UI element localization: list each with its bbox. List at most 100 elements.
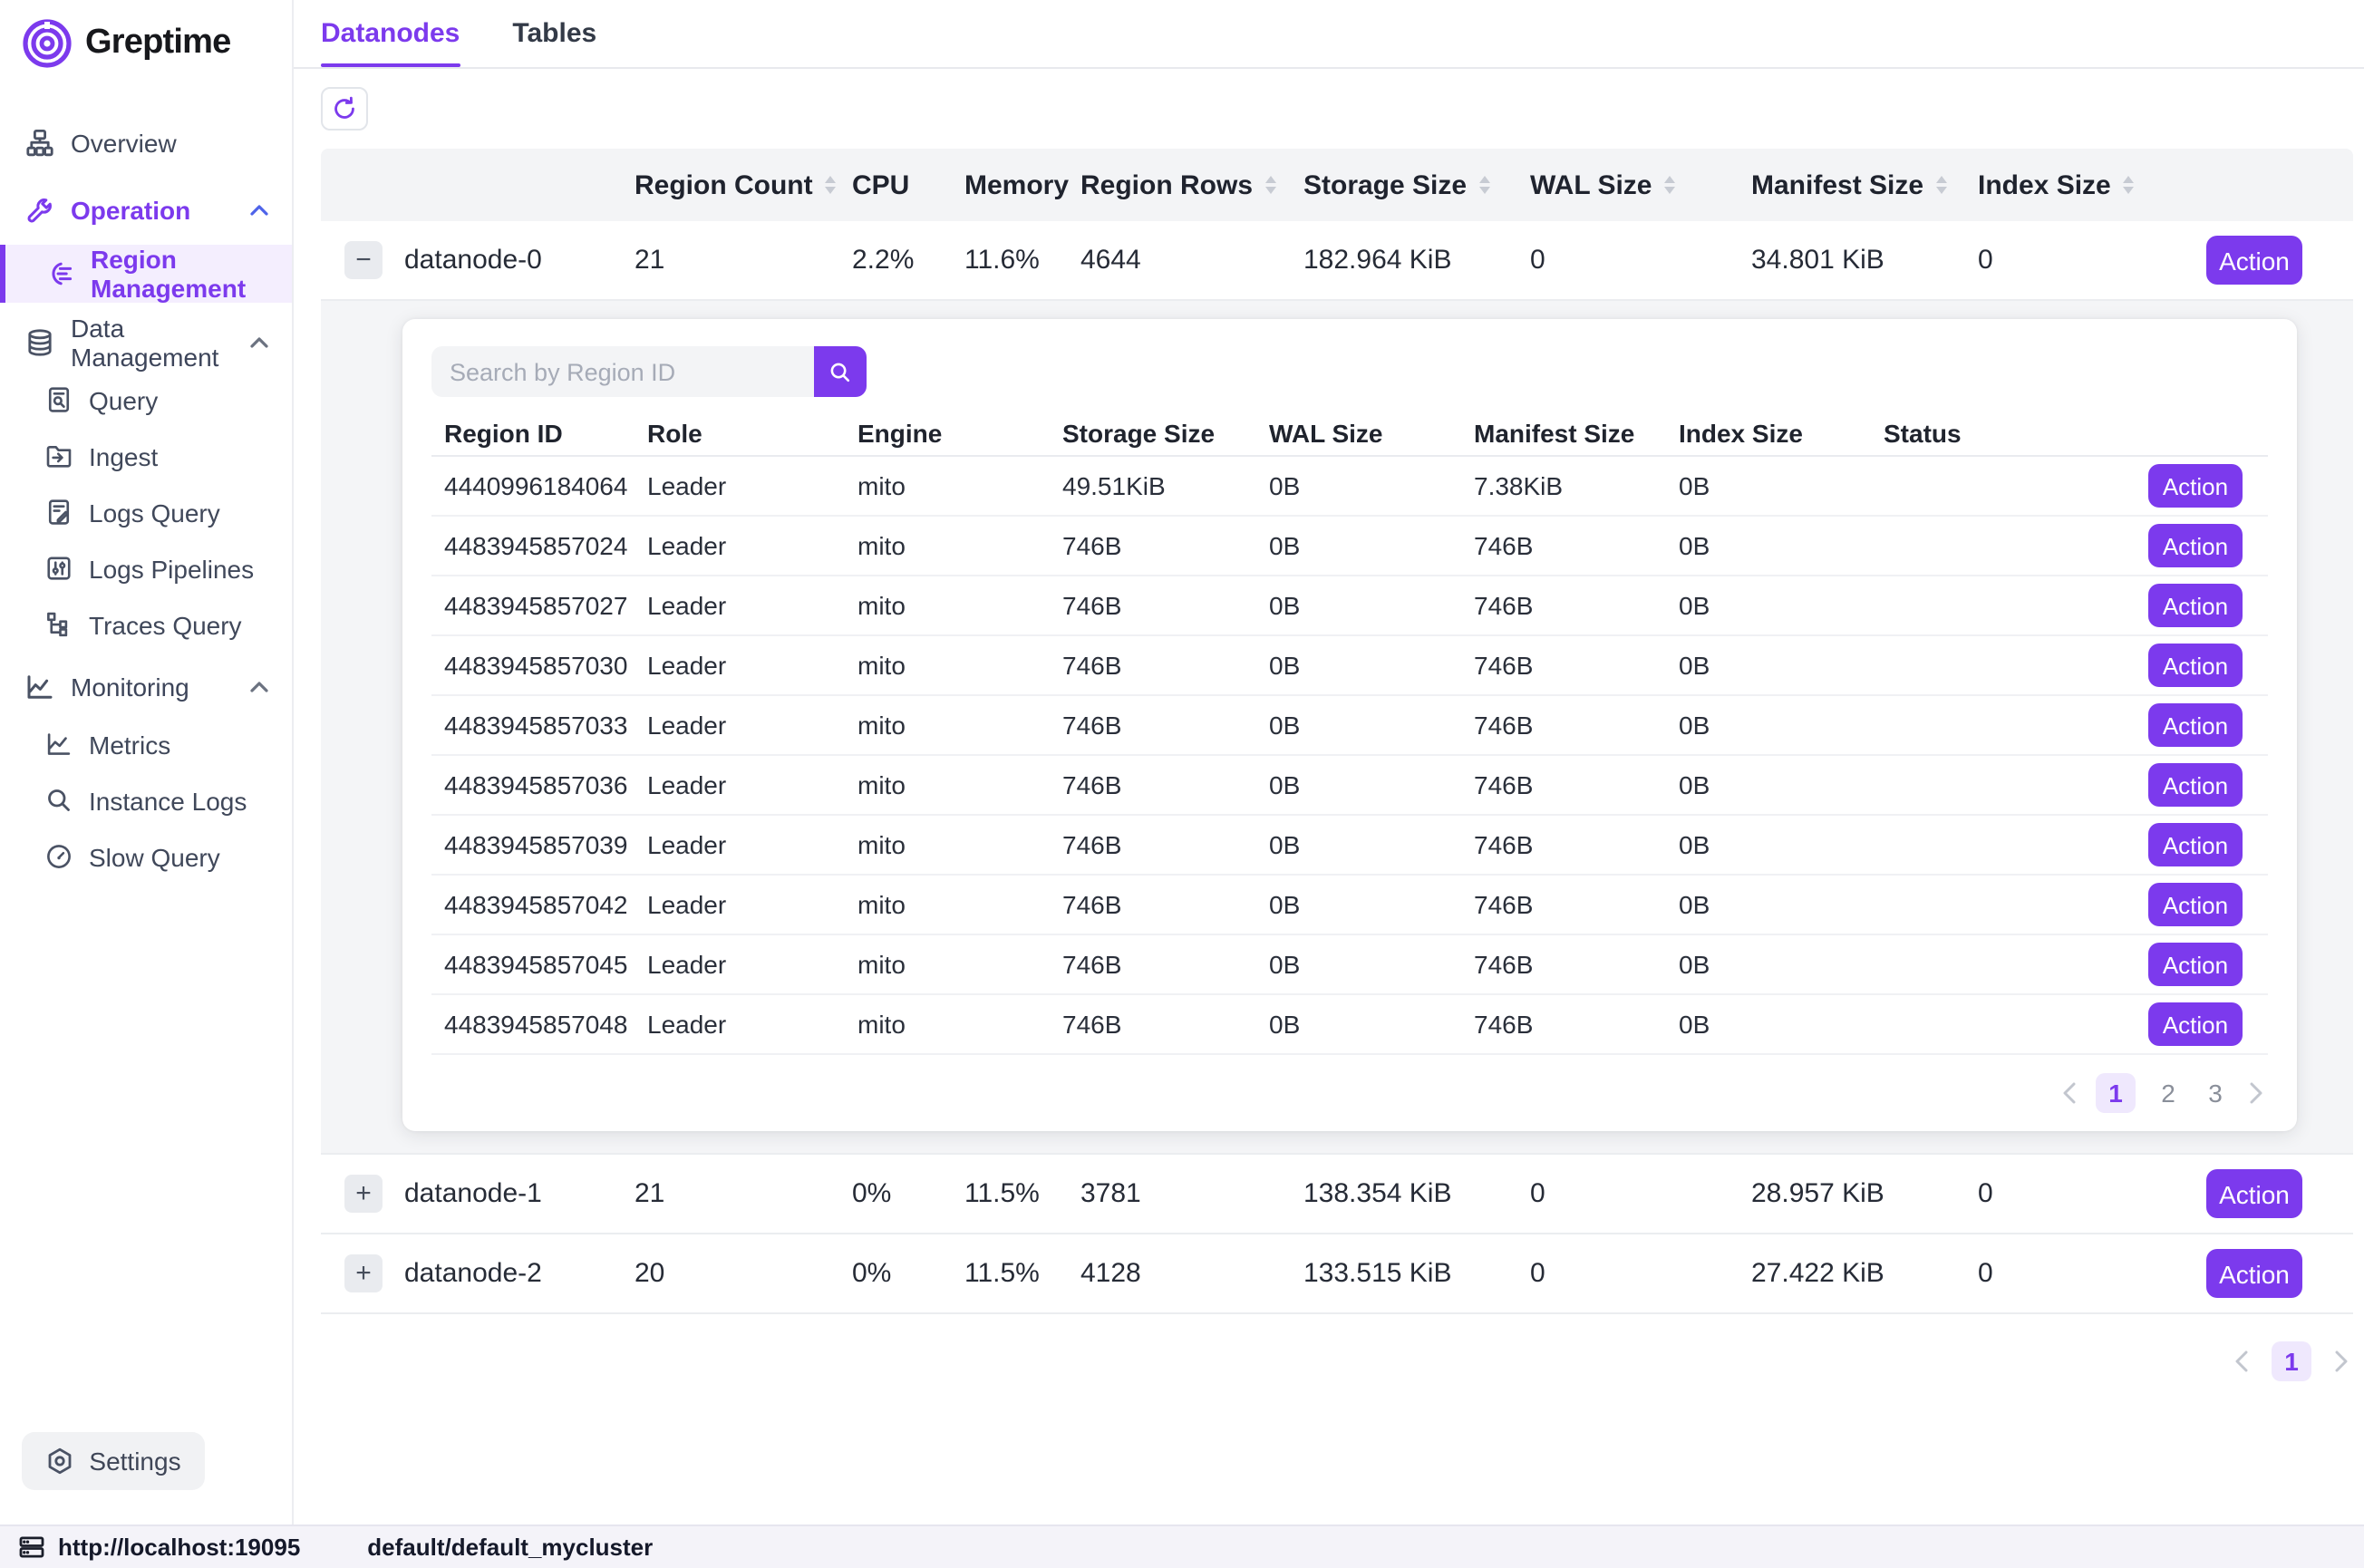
- cell-memory: 11.5%: [964, 1178, 1040, 1209]
- column-label: Manifest Size: [1751, 169, 1924, 200]
- sidebar-section-label: Monitoring: [71, 672, 189, 701]
- column-header-region-rows[interactable]: Region Rows: [1080, 169, 1303, 200]
- tab-tables[interactable]: Tables: [512, 0, 596, 67]
- column-header-storage-size[interactable]: Storage Size: [1303, 169, 1530, 200]
- tab-datanodes[interactable]: Datanodes: [321, 0, 460, 67]
- sidebar-item-query[interactable]: Query: [0, 377, 292, 422]
- column-header-wal-size[interactable]: WAL Size: [1530, 169, 1751, 200]
- cell-role: Leader: [647, 830, 727, 859]
- column-header-manifest-size[interactable]: Manifest Size: [1751, 169, 1978, 200]
- chevron-up-icon[interactable]: [250, 336, 268, 347]
- sort-icon[interactable]: [1664, 176, 1676, 194]
- region-row: 4483945857030 Leader mito 746B 0B 746B 0…: [431, 636, 2268, 696]
- sidebar-item-label: Metrics: [89, 730, 171, 759]
- region-action-button[interactable]: Action: [2148, 703, 2243, 747]
- expand-row-button[interactable]: +: [344, 1175, 383, 1213]
- sort-icon[interactable]: [1479, 176, 1491, 194]
- column-header-index-size[interactable]: Index Size: [1978, 169, 2159, 200]
- region-search: [431, 346, 2268, 397]
- sort-icon[interactable]: [1936, 176, 1948, 194]
- cell-manifest-size: 746B: [1474, 830, 1534, 859]
- next-page-icon[interactable]: [2333, 1350, 2349, 1372]
- cell-manifest-size: 746B: [1474, 1010, 1534, 1039]
- region-action-button[interactable]: Action: [2148, 524, 2243, 567]
- sidebar-section-operation[interactable]: Operation: [0, 185, 292, 234]
- cell-engine: mito: [857, 890, 906, 919]
- cell-manifest-size: 34.801 KiB: [1751, 245, 1884, 276]
- expand-row-button[interactable]: +: [344, 1254, 383, 1292]
- cell-wal-size: 0B: [1269, 890, 1301, 919]
- refresh-icon: [332, 96, 357, 121]
- page-button-3[interactable]: 3: [2208, 1079, 2223, 1108]
- datanode-action-button[interactable]: Action: [2206, 1169, 2302, 1218]
- sidebar-item-slow-query[interactable]: Slow Query: [0, 834, 292, 879]
- sidebar-item-logs-query[interactable]: Logs Query: [0, 489, 292, 535]
- page-button-1[interactable]: 1: [2272, 1341, 2311, 1381]
- datanodes-table: Region Count CPU Memory Region Rows Stor…: [321, 149, 2353, 1314]
- region-action-button[interactable]: Action: [2148, 644, 2243, 687]
- cell-engine: mito: [857, 591, 906, 620]
- sort-icon[interactable]: [825, 176, 837, 194]
- sort-icon[interactable]: [1265, 176, 1277, 194]
- column-header-region-count[interactable]: Region Count: [635, 169, 852, 200]
- prev-page-icon[interactable]: [2061, 1082, 2078, 1104]
- region-action-button[interactable]: Action: [2148, 464, 2243, 508]
- region-row: 4483945857045 Leader mito 746B 0B 746B 0…: [431, 935, 2268, 995]
- next-page-icon[interactable]: [2248, 1082, 2264, 1104]
- region-action-button[interactable]: Action: [2148, 943, 2243, 986]
- datanode-action-button[interactable]: Action: [2206, 1249, 2302, 1298]
- region-action-button[interactable]: Action: [2148, 823, 2243, 866]
- chevron-up-icon[interactable]: [250, 204, 268, 215]
- column-label: Region Count: [635, 169, 813, 200]
- sidebar-item-overview[interactable]: Overview: [0, 118, 292, 167]
- region-action-button[interactable]: Action: [2148, 883, 2243, 926]
- cluster-name[interactable]: default/default_mycluster: [367, 1534, 654, 1561]
- cell-region-id: 4483945857039: [444, 830, 628, 859]
- region-action-button[interactable]: Action: [2148, 763, 2243, 807]
- cell-role: Leader: [647, 651, 727, 680]
- region-search-input[interactable]: [431, 346, 814, 397]
- page-button-1[interactable]: 1: [2096, 1073, 2136, 1113]
- cell-engine: mito: [857, 830, 906, 859]
- collapse-row-button[interactable]: −: [344, 241, 383, 279]
- cell-wal-size: 0B: [1269, 830, 1301, 859]
- sidebar-item-logs-pipelines[interactable]: Logs Pipelines: [0, 546, 292, 591]
- sidebar-item-label: Region Management: [91, 245, 247, 303]
- sidebar-item-instance-logs[interactable]: Instance Logs: [0, 778, 292, 823]
- column-header-role: Role: [647, 418, 702, 447]
- chevron-up-icon[interactable]: [250, 681, 268, 692]
- settings-button[interactable]: Settings: [22, 1432, 205, 1490]
- cell-cpu: 0%: [852, 1258, 892, 1289]
- overview-icon: [25, 128, 54, 157]
- tab-label: Datanodes: [321, 18, 460, 49]
- search-button[interactable]: [814, 346, 867, 397]
- region-action-button[interactable]: Action: [2148, 1002, 2243, 1046]
- sidebar: Greptime Overview: [0, 0, 294, 1524]
- sort-icon[interactable]: [2123, 176, 2135, 194]
- region-action-button[interactable]: Action: [2148, 584, 2243, 627]
- wrench-icon: [25, 195, 54, 224]
- region-pagination: 1 2 3: [431, 1071, 2268, 1115]
- cell-engine: mito: [857, 1010, 906, 1039]
- cell-region-count: 20: [635, 1258, 665, 1289]
- sidebar-item-ingest[interactable]: Ingest: [0, 433, 292, 479]
- page-button-2[interactable]: 2: [2161, 1079, 2175, 1108]
- region-row: 4440996184064 Leader mito 49.51KiB 0B 7.…: [431, 457, 2268, 517]
- datanode-name: datanode-0: [404, 245, 542, 276]
- cell-engine: mito: [857, 711, 906, 740]
- refresh-button[interactable]: [321, 87, 368, 131]
- sidebar-item-metrics[interactable]: Metrics: [0, 721, 292, 767]
- prev-page-icon[interactable]: [2233, 1350, 2250, 1372]
- sidebar-item-region-management[interactable]: Region Management: [0, 245, 292, 303]
- tab-bar: Datanodes Tables: [294, 0, 2364, 69]
- cell-region-id: 4483945857033: [444, 711, 628, 740]
- status-bar: http://localhost:19095 default/default_m…: [0, 1524, 2364, 1568]
- sidebar-section-data-management[interactable]: Data Management: [0, 313, 292, 371]
- column-header-region-id: Region ID: [444, 418, 563, 447]
- settings-label: Settings: [89, 1447, 181, 1476]
- sidebar-item-traces-query[interactable]: Traces Query: [0, 602, 292, 647]
- cell-cpu: 2.2%: [852, 245, 915, 276]
- datanode-action-button[interactable]: Action: [2206, 236, 2302, 285]
- cell-index-size: 0B: [1679, 770, 1710, 799]
- sidebar-section-monitoring[interactable]: Monitoring: [0, 662, 292, 711]
